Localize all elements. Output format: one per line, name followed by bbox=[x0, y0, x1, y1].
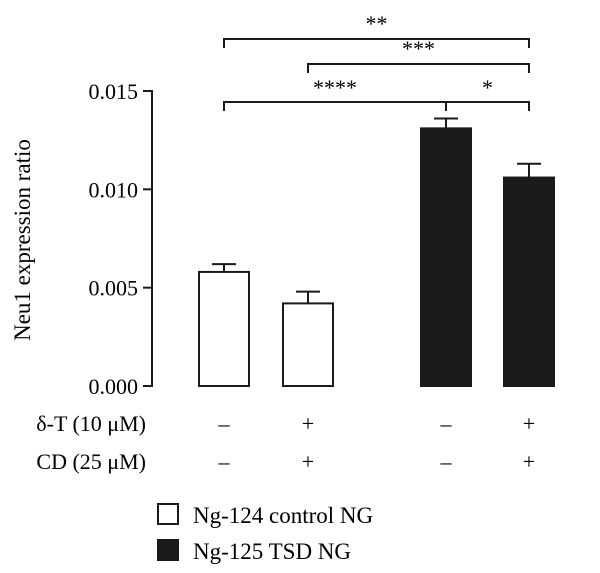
significance-bracket bbox=[307, 63, 530, 73]
significance-bracket bbox=[223, 38, 530, 48]
legend-swatch bbox=[157, 503, 179, 525]
condition-sign: + bbox=[523, 449, 535, 474]
y-axis-label: Neu1 expression ratio bbox=[10, 139, 35, 341]
y-tick-label: 0.005 bbox=[89, 276, 139, 301]
condition-sign: – bbox=[218, 411, 231, 436]
condition-label: δ-T (10 μM) bbox=[36, 411, 146, 436]
significance-stars: *** bbox=[402, 36, 435, 61]
bars bbox=[198, 117, 555, 387]
y-ticks: 0.000 0.005 0.010 0.015 bbox=[89, 79, 152, 399]
legend-label: Ng-124 control NG bbox=[193, 503, 373, 528]
legend: Ng-124 control NG Ng-125 TSD NG bbox=[157, 503, 373, 564]
significance-bracket bbox=[223, 101, 447, 111]
condition-sign: – bbox=[440, 449, 453, 474]
y-tick-label: 0.000 bbox=[89, 374, 139, 399]
significance-brackets: ********* * bbox=[223, 11, 530, 111]
condition-sign: + bbox=[302, 411, 314, 436]
legend-swatch bbox=[157, 539, 179, 561]
significance-stars: ** bbox=[366, 11, 388, 36]
bar bbox=[503, 176, 555, 387]
bar bbox=[420, 127, 472, 387]
condition-sign: + bbox=[302, 449, 314, 474]
condition-sign: – bbox=[218, 449, 231, 474]
bar bbox=[282, 302, 334, 387]
y-tick-label: 0.010 bbox=[89, 177, 139, 202]
bar bbox=[198, 270, 250, 387]
significance-bracket bbox=[445, 101, 530, 111]
legend-label: Ng-125 TSD NG bbox=[193, 539, 351, 564]
condition-sign: – bbox=[440, 411, 453, 436]
condition-label: CD (25 μM) bbox=[36, 449, 146, 474]
significance-stars: * bbox=[482, 75, 493, 100]
significance-stars: **** bbox=[313, 75, 357, 100]
condition-sign: + bbox=[523, 411, 535, 436]
y-tick-label: 0.015 bbox=[89, 79, 139, 104]
condition-rows: δ-T (10 μM) – + – + CD (25 μM) – + – + bbox=[36, 411, 535, 474]
